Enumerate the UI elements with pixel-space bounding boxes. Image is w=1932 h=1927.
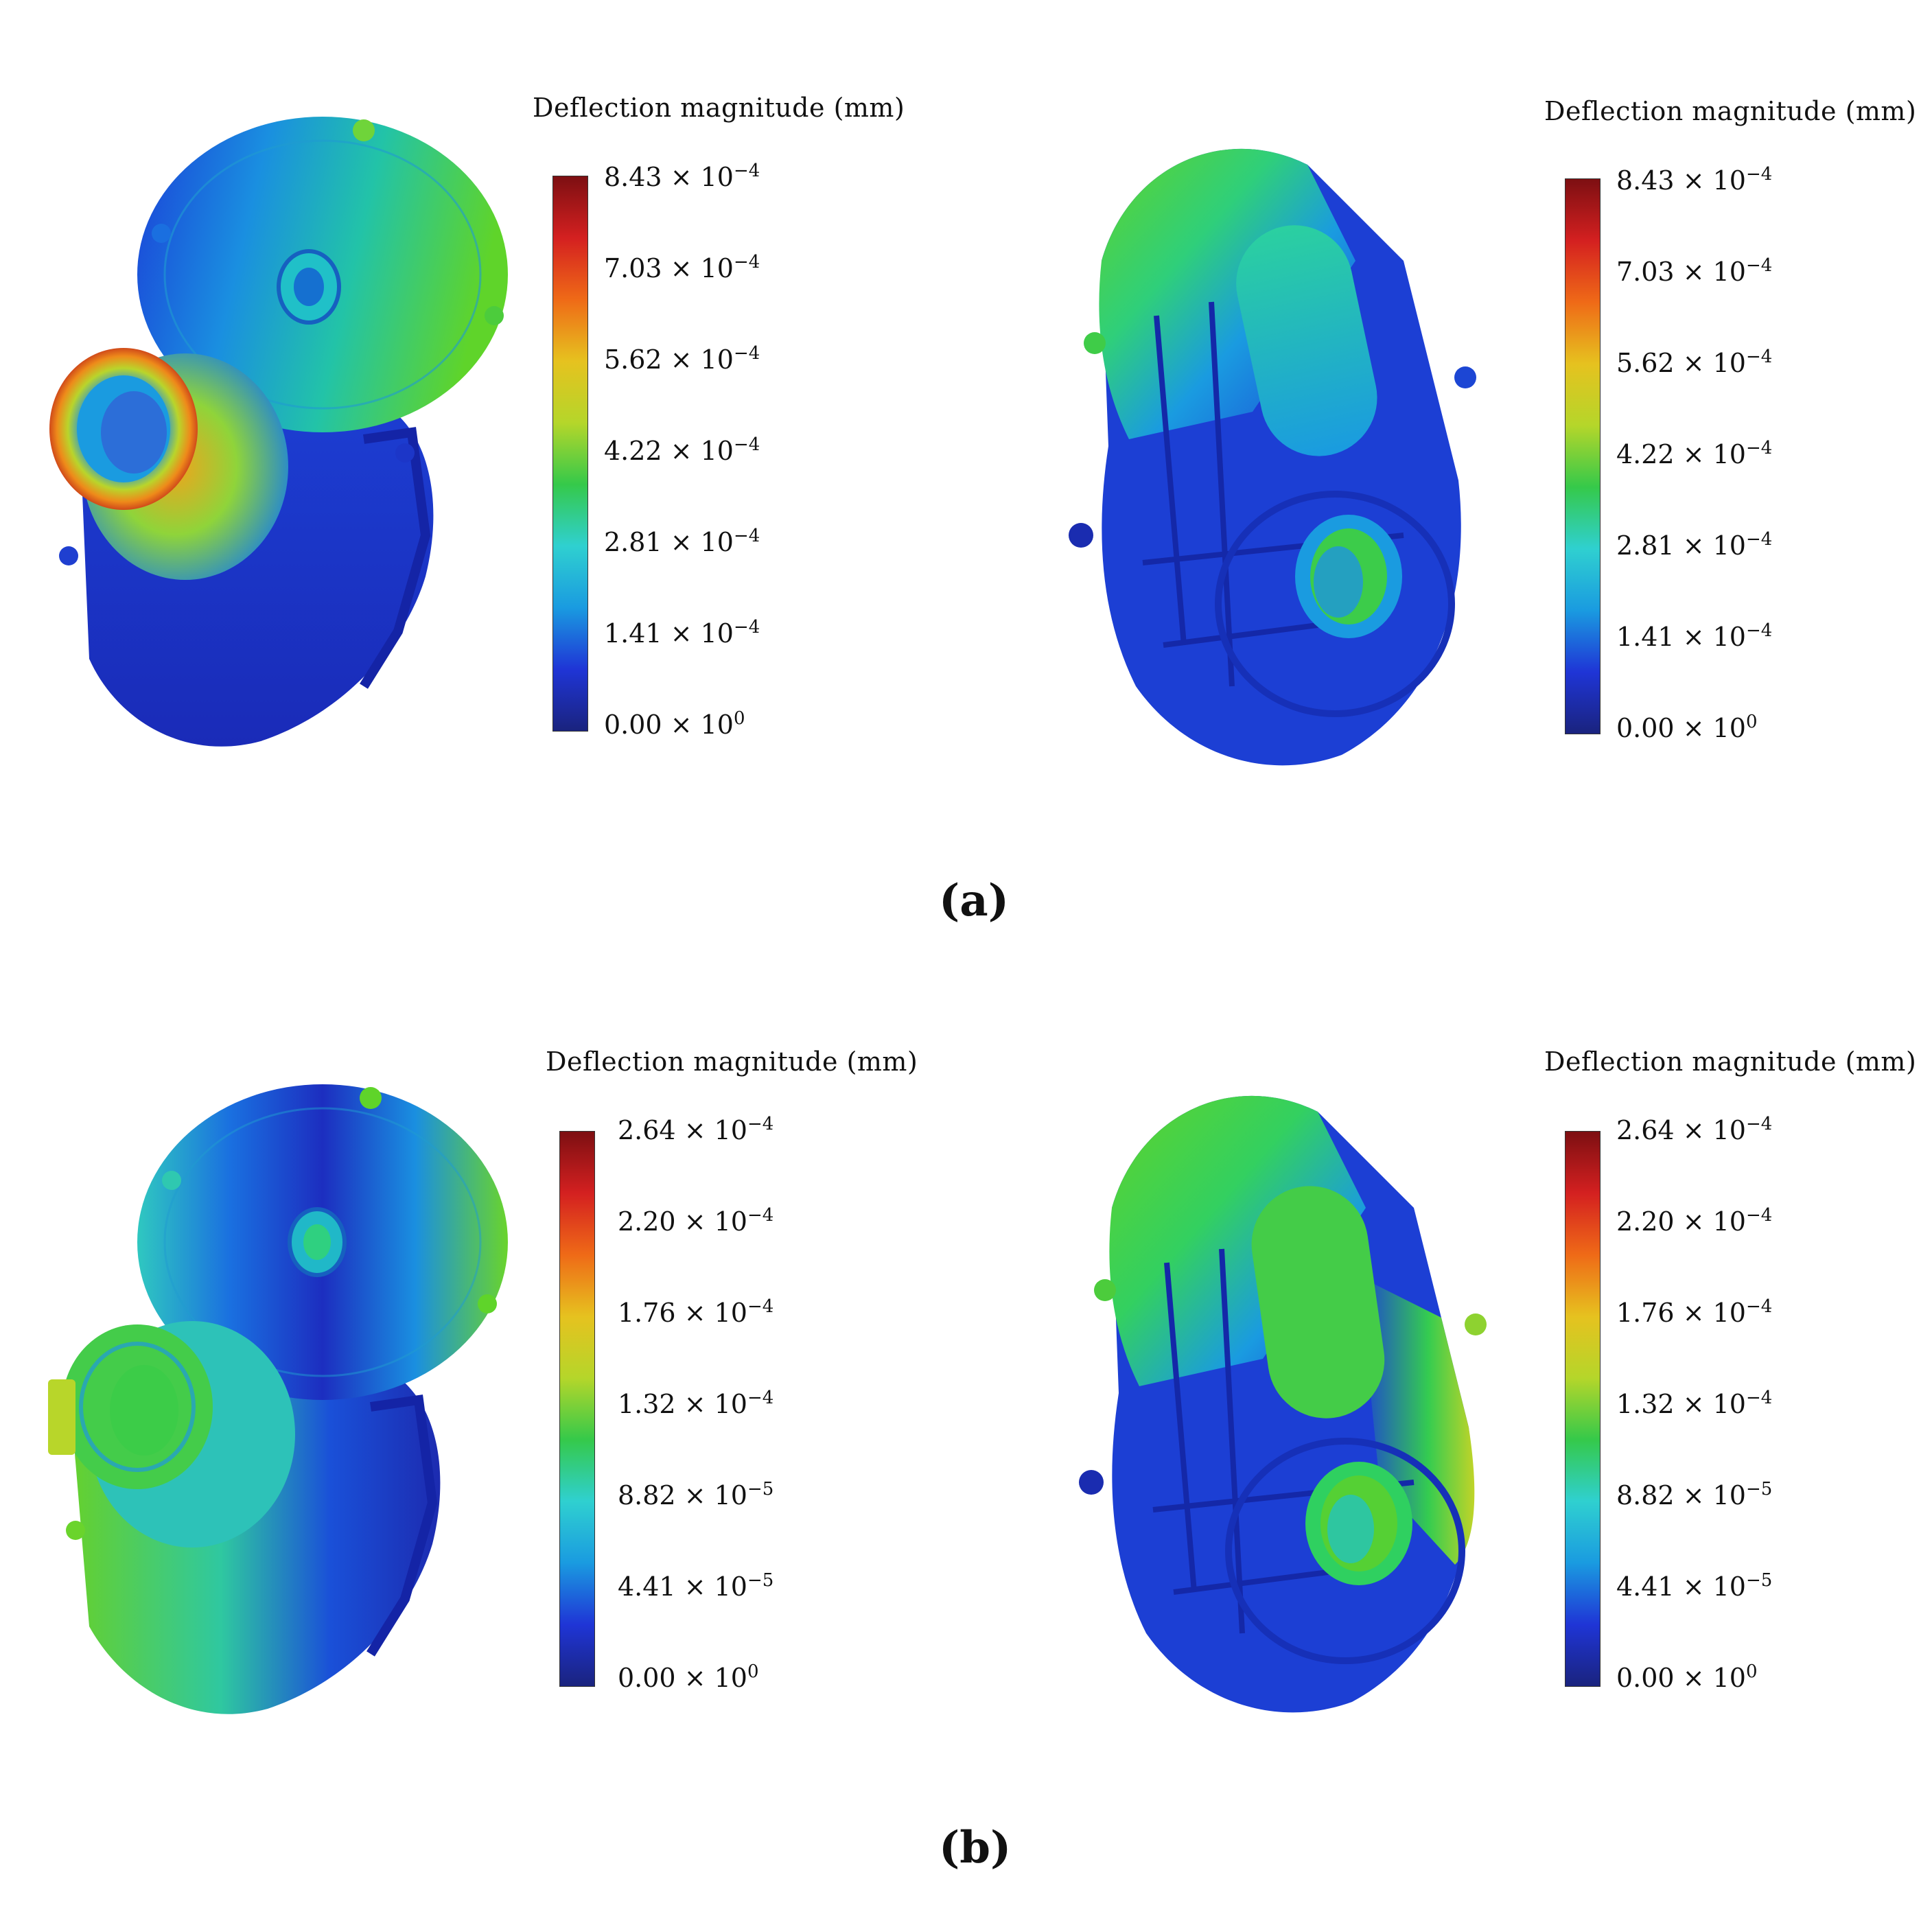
tick-exponent: −4 bbox=[733, 161, 760, 181]
colorbar-tick-label: 1.76 × 10−4 bbox=[618, 1296, 774, 1328]
tick-exponent: −4 bbox=[733, 526, 760, 546]
colorbar-tick-label: 4.41 × 10−5 bbox=[1616, 1570, 1773, 1602]
tick-exponent: −5 bbox=[747, 1570, 774, 1591]
legend-title: Deflection magnitude (mm) bbox=[546, 1047, 918, 1077]
colorbar-tick-label: 7.03 × 10−4 bbox=[604, 252, 760, 283]
tick-mantissa: 2.64 × 10 bbox=[1616, 1115, 1746, 1145]
tick-mantissa: 1.76 × 10 bbox=[1616, 1298, 1746, 1328]
tick-exponent: −5 bbox=[747, 1479, 774, 1499]
colorbar bbox=[1565, 1131, 1601, 1687]
colorbar-tick-label: 5.62 × 10−4 bbox=[604, 343, 760, 375]
tick-mantissa: 1.32 × 10 bbox=[1616, 1389, 1746, 1419]
colorbar-tick-label: 1.76 × 10−4 bbox=[1616, 1296, 1773, 1328]
render-a-right bbox=[1069, 148, 1476, 766]
tick-mantissa: 0.00 × 10 bbox=[618, 1663, 747, 1693]
panel-caption: (b) bbox=[939, 1822, 1012, 1873]
legend-title: Deflection magnitude (mm) bbox=[533, 93, 905, 123]
tick-mantissa: 8.43 × 10 bbox=[604, 162, 734, 192]
tick-mantissa: 0.00 × 10 bbox=[1616, 713, 1746, 743]
colorbar-tick-label: 2.81 × 10−4 bbox=[1616, 529, 1773, 561]
tick-mantissa: 4.41 × 10 bbox=[1616, 1572, 1746, 1602]
colorbar bbox=[552, 176, 588, 732]
colorbar-tick-label: 4.22 × 10−4 bbox=[1616, 438, 1773, 469]
colorbar-tick-label: 8.43 × 10−4 bbox=[1616, 164, 1773, 196]
tick-mantissa: 1.41 × 10 bbox=[1616, 622, 1746, 652]
tick-mantissa: 2.64 × 10 bbox=[618, 1115, 747, 1145]
colorbar-tick-label: 0.00 × 100 bbox=[618, 1661, 759, 1693]
tick-mantissa: 4.41 × 10 bbox=[618, 1572, 747, 1602]
tick-mantissa: 8.43 × 10 bbox=[1616, 165, 1746, 196]
tick-exponent: −4 bbox=[1745, 255, 1773, 276]
colorbar-tick-label: 4.41 × 10−5 bbox=[618, 1570, 774, 1602]
tick-mantissa: 2.20 × 10 bbox=[1616, 1206, 1746, 1237]
colorbar-tick-label: 8.82 × 10−5 bbox=[1616, 1479, 1773, 1510]
colorbar-tick-label: 1.41 × 10−4 bbox=[1616, 620, 1773, 652]
tick-exponent: −4 bbox=[747, 1296, 774, 1317]
render-b-right bbox=[1079, 1095, 1487, 1713]
colorbar-tick-label: 4.22 × 10−4 bbox=[604, 434, 760, 466]
tick-exponent: 0 bbox=[747, 1661, 759, 1682]
colorbar-tick-label: 0.00 × 100 bbox=[604, 708, 745, 740]
tick-exponent: 0 bbox=[1745, 712, 1758, 732]
render-a-left bbox=[49, 117, 508, 747]
tick-mantissa: 1.76 × 10 bbox=[618, 1298, 747, 1328]
tick-exponent: 0 bbox=[733, 708, 745, 729]
colorbar-tick-label: 7.03 × 10−4 bbox=[1616, 255, 1773, 287]
tick-exponent: −4 bbox=[1745, 1205, 1773, 1226]
tick-exponent: −4 bbox=[1745, 529, 1773, 550]
tick-mantissa: 5.62 × 10 bbox=[1616, 348, 1746, 378]
tick-mantissa: 4.22 × 10 bbox=[604, 436, 734, 466]
tick-exponent: −4 bbox=[1745, 1114, 1773, 1134]
colorbar-tick-label: 2.81 × 10−4 bbox=[604, 526, 760, 557]
colorbar-tick-label: 5.62 × 10−4 bbox=[1616, 347, 1773, 378]
tick-mantissa: 7.03 × 10 bbox=[604, 253, 734, 283]
tick-mantissa: 4.22 × 10 bbox=[1616, 439, 1746, 469]
tick-mantissa: 7.03 × 10 bbox=[1616, 257, 1746, 287]
tick-exponent: −4 bbox=[1745, 347, 1773, 367]
tick-exponent: −4 bbox=[733, 434, 760, 455]
tick-mantissa: 1.32 × 10 bbox=[618, 1389, 747, 1419]
colorbar-tick-label: 1.32 × 10−4 bbox=[618, 1388, 774, 1419]
tick-exponent: −4 bbox=[1745, 164, 1773, 185]
render-b-left bbox=[48, 1084, 508, 1714]
tick-exponent: −4 bbox=[747, 1114, 774, 1134]
tick-exponent: −4 bbox=[1745, 1296, 1773, 1317]
tick-exponent: −4 bbox=[747, 1205, 774, 1226]
tick-exponent: 0 bbox=[1745, 1661, 1758, 1682]
colorbar-tick-label: 2.20 × 10−4 bbox=[618, 1205, 774, 1237]
colorbar-tick-label: 8.82 × 10−5 bbox=[618, 1479, 774, 1510]
tick-mantissa: 8.82 × 10 bbox=[618, 1480, 747, 1510]
tick-mantissa: 1.41 × 10 bbox=[604, 618, 734, 649]
colorbar-tick-label: 1.32 × 10−4 bbox=[1616, 1388, 1773, 1419]
colorbar-tick-label: 2.64 × 10−4 bbox=[1616, 1114, 1773, 1145]
tick-mantissa: 2.81 × 10 bbox=[604, 527, 734, 557]
tick-mantissa: 2.81 × 10 bbox=[1616, 530, 1746, 561]
tick-exponent: −5 bbox=[1745, 1570, 1773, 1591]
tick-mantissa: 2.20 × 10 bbox=[618, 1206, 747, 1237]
colorbar-tick-label: 1.41 × 10−4 bbox=[604, 617, 760, 649]
tick-exponent: −5 bbox=[1745, 1479, 1773, 1499]
legend-title: Deflection magnitude (mm) bbox=[1544, 1047, 1917, 1077]
tick-exponent: −4 bbox=[1745, 438, 1773, 458]
colorbar bbox=[559, 1131, 595, 1687]
tick-exponent: −4 bbox=[733, 617, 760, 638]
tick-exponent: −4 bbox=[1745, 620, 1773, 641]
tick-mantissa: 0.00 × 10 bbox=[604, 710, 734, 740]
tick-exponent: −4 bbox=[733, 252, 760, 272]
colorbar-tick-label: 0.00 × 100 bbox=[1616, 1661, 1758, 1693]
panel-caption: (a) bbox=[939, 875, 1010, 926]
legend-title: Deflection magnitude (mm) bbox=[1544, 96, 1917, 126]
tick-mantissa: 8.82 × 10 bbox=[1616, 1480, 1746, 1510]
colorbar-tick-label: 2.20 × 10−4 bbox=[1616, 1205, 1773, 1237]
tick-exponent: −4 bbox=[747, 1388, 774, 1408]
colorbar bbox=[1565, 178, 1601, 734]
colorbar-tick-label: 0.00 × 100 bbox=[1616, 712, 1758, 743]
colorbar-tick-label: 2.64 × 10−4 bbox=[618, 1114, 774, 1145]
tick-exponent: −4 bbox=[733, 343, 760, 364]
tick-mantissa: 5.62 × 10 bbox=[604, 344, 734, 375]
tick-mantissa: 0.00 × 10 bbox=[1616, 1663, 1746, 1693]
tick-exponent: −4 bbox=[1745, 1388, 1773, 1408]
colorbar-tick-label: 8.43 × 10−4 bbox=[604, 161, 760, 192]
